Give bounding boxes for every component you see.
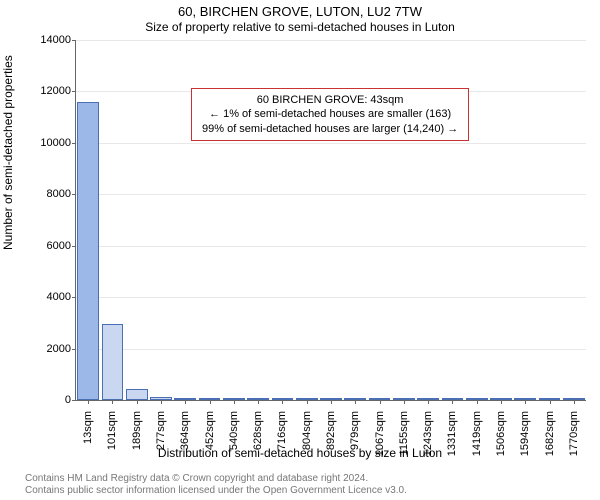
- xtick-label: 452sqm: [204, 411, 216, 450]
- footer-line-2: Contains public sector information licen…: [25, 485, 407, 496]
- ytick-label: 4000: [47, 291, 71, 303]
- ytick-label: 8000: [47, 188, 71, 200]
- chart-subtitle: Size of property relative to semi-detach…: [0, 20, 600, 34]
- xtick-mark: [550, 400, 551, 404]
- xtick-label: 277sqm: [155, 411, 167, 450]
- xtick-mark: [428, 400, 429, 404]
- xtick-mark: [282, 400, 283, 404]
- xtick-mark: [161, 400, 162, 404]
- chart-title: 60, BIRCHEN GROVE, LUTON, LU2 7TW: [0, 4, 600, 19]
- xtick-mark: [112, 400, 113, 404]
- footer-line-1: Contains HM Land Registry data © Crown c…: [25, 473, 368, 484]
- ytick-label: 10000: [40, 137, 71, 149]
- ytick-mark: [72, 40, 76, 41]
- xtick-mark: [452, 400, 453, 404]
- xtick-mark: [137, 400, 138, 404]
- ytick-mark: [72, 246, 76, 247]
- xtick-mark: [525, 400, 526, 404]
- xtick-mark: [234, 400, 235, 404]
- ytick-label: 6000: [47, 240, 71, 252]
- xtick-mark: [404, 400, 405, 404]
- ytick-label: 12000: [40, 85, 71, 97]
- xtick-mark: [185, 400, 186, 404]
- info-line-3: 99% of semi-detached houses are larger (…: [202, 122, 458, 136]
- bar: [102, 324, 124, 400]
- xtick-mark: [380, 400, 381, 404]
- ytick-mark: [72, 143, 76, 144]
- info-box: 60 BIRCHEN GROVE: 43sqm ← 1% of semi-det…: [191, 88, 469, 141]
- xtick-label: 101sqm: [106, 411, 118, 450]
- xtick-mark: [477, 400, 478, 404]
- xtick-mark: [331, 400, 332, 404]
- xtick-mark: [258, 400, 259, 404]
- ytick-label: 14000: [40, 34, 71, 46]
- xtick-mark: [501, 400, 502, 404]
- ytick-mark: [72, 349, 76, 350]
- xtick-label: 804sqm: [301, 411, 313, 450]
- xtick-label: 13sqm: [82, 411, 94, 444]
- xtick-mark: [307, 400, 308, 404]
- gridline: [76, 246, 586, 247]
- ytick-label: 2000: [47, 343, 71, 355]
- xtick-mark: [88, 400, 89, 404]
- ytick-mark: [72, 194, 76, 195]
- xtick-label: 979sqm: [349, 411, 361, 450]
- info-line-1: 60 BIRCHEN GROVE: 43sqm: [202, 93, 458, 107]
- x-axis-label: Distribution of semi-detached houses by …: [0, 446, 600, 460]
- xtick-label: 364sqm: [179, 411, 191, 450]
- xtick-label: 628sqm: [252, 411, 264, 450]
- xtick-label: 189sqm: [131, 411, 143, 450]
- xtick-mark: [210, 400, 211, 404]
- xtick-mark: [355, 400, 356, 404]
- plot-area: 60 BIRCHEN GROVE: 43sqm ← 1% of semi-det…: [75, 40, 586, 401]
- gridline: [76, 297, 586, 298]
- xtick-label: 540sqm: [228, 411, 240, 450]
- gridline: [76, 40, 586, 41]
- info-line-2: ← 1% of semi-detached houses are smaller…: [202, 107, 458, 121]
- ytick-mark: [72, 297, 76, 298]
- gridline: [76, 143, 586, 144]
- xtick-label: 892sqm: [325, 411, 337, 450]
- gridline: [76, 349, 586, 350]
- ytick-mark: [72, 91, 76, 92]
- bar: [126, 389, 148, 400]
- xtick-mark: [574, 400, 575, 404]
- gridline: [76, 194, 586, 195]
- chart-container: 60, BIRCHEN GROVE, LUTON, LU2 7TW Size o…: [0, 0, 600, 500]
- ytick-label: 0: [65, 394, 71, 406]
- bar: [77, 102, 99, 400]
- y-axis-label: Number of semi-detached properties: [1, 55, 15, 250]
- xtick-label: 716sqm: [276, 411, 288, 450]
- ytick-mark: [72, 400, 76, 401]
